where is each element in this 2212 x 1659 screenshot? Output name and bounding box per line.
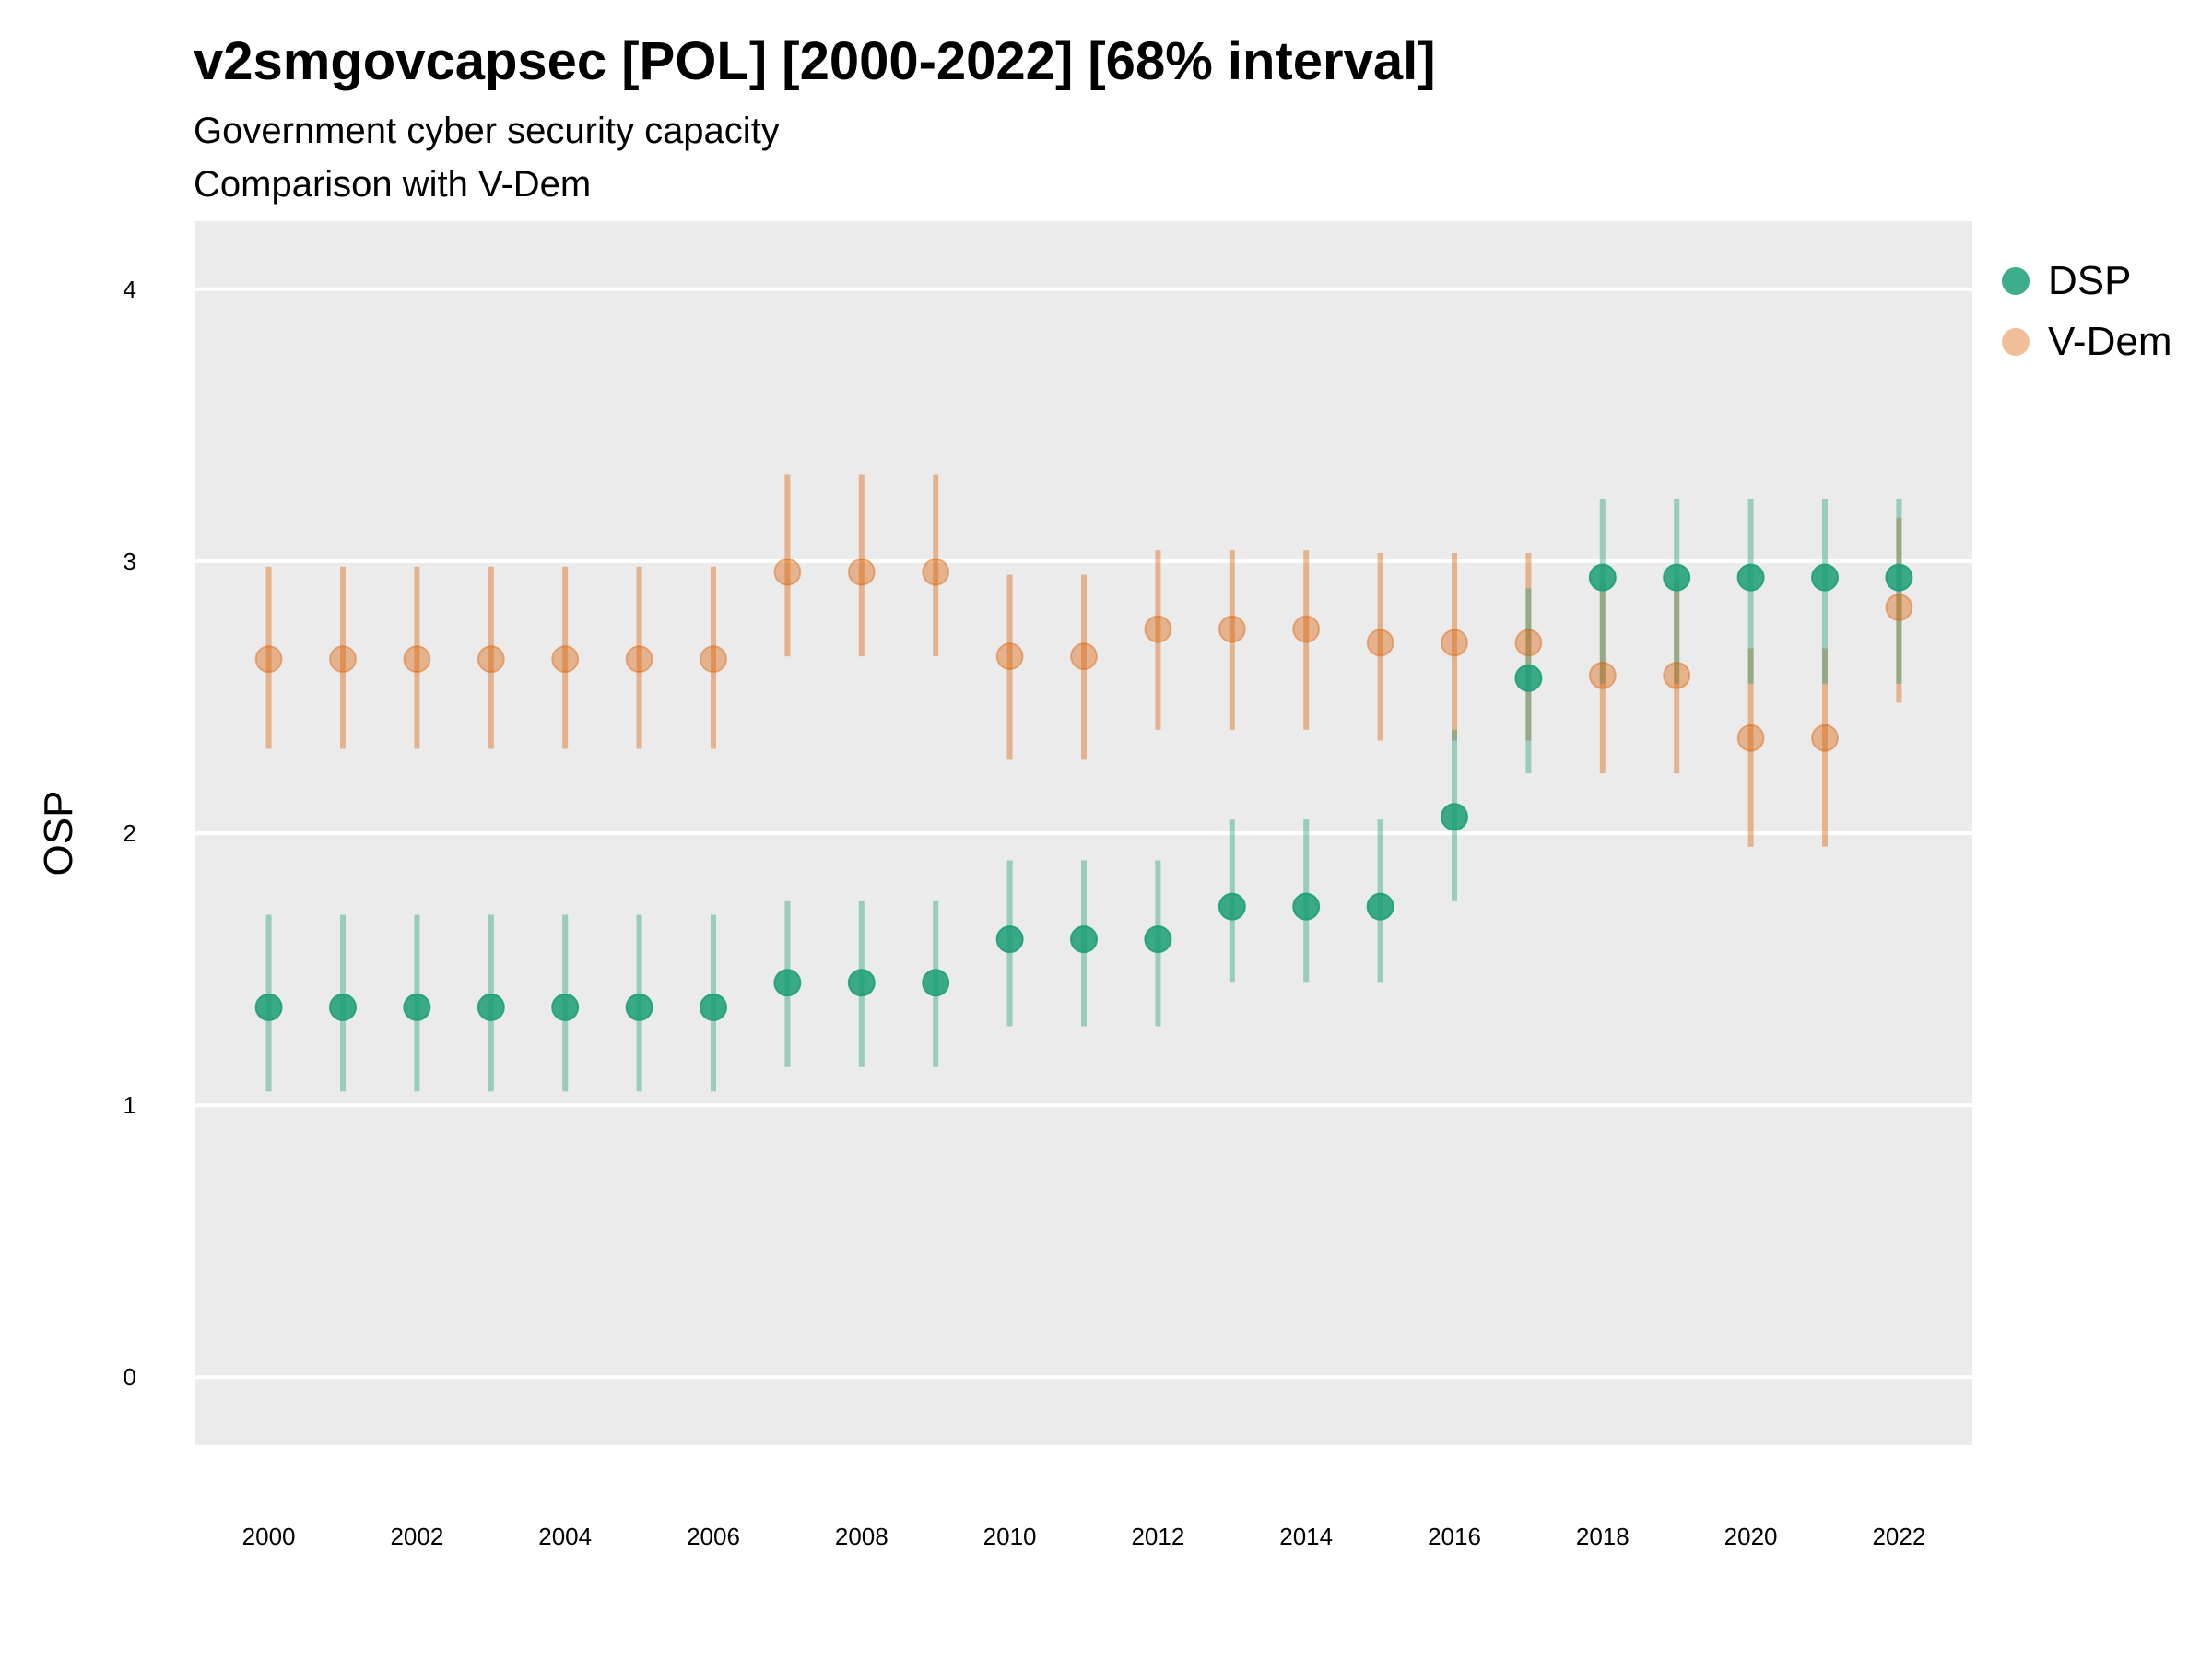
- legend-item-dsp: DSP: [2002, 251, 2171, 312]
- point-vdem: [773, 558, 802, 586]
- point-vdem: [328, 645, 357, 674]
- legend-item-vdem: V-Dem: [2002, 312, 2171, 372]
- point-vdem: [254, 645, 283, 674]
- point-dsp: [847, 969, 876, 997]
- x-tick-label: 2018: [1576, 1523, 1630, 1550]
- point-dsp: [773, 969, 802, 997]
- y-tick-label: 2: [124, 819, 136, 847]
- point-dsp: [403, 993, 431, 1021]
- point-vdem: [1218, 615, 1246, 643]
- point-dsp: [699, 993, 727, 1021]
- x-tick-label: 2002: [390, 1523, 443, 1550]
- point-dsp: [1663, 563, 1691, 592]
- point-dsp: [1811, 563, 1840, 592]
- legend-key-vdem: [2002, 328, 2030, 356]
- point-vdem: [1588, 661, 1617, 689]
- y-tick-label: 4: [124, 276, 136, 303]
- x-tick-label: 2004: [538, 1523, 592, 1550]
- point-vdem: [1292, 615, 1321, 643]
- point-vdem: [1514, 629, 1543, 657]
- y-axis-label: OSP: [36, 791, 81, 877]
- legend-key-dsp: [2002, 267, 2030, 295]
- point-vdem: [699, 645, 727, 674]
- chart-caption: Comparison with V-Dem: [194, 164, 592, 205]
- point-dsp: [1218, 892, 1246, 921]
- chart-title: v2smgovcapsec [POL] [2000-2022] [68% int…: [194, 31, 1436, 91]
- x-tick-label: 2012: [1131, 1523, 1184, 1550]
- point-vdem: [1885, 594, 1913, 622]
- y-tick-label: 1: [124, 1091, 136, 1119]
- grid-lines: [195, 287, 1972, 1380]
- x-axis-ticks: 2000 2002 2004 2006 2008 2010 2012 2014 2016 2018…: [242, 1523, 1926, 1550]
- point-dsp: [1885, 563, 1913, 592]
- point-vdem: [1663, 661, 1691, 689]
- point-dsp: [1736, 563, 1765, 592]
- point-dsp: [254, 993, 283, 1021]
- point-dsp: [1144, 925, 1172, 954]
- x-tick-label: 2022: [1872, 1523, 1925, 1550]
- x-tick-label: 2008: [835, 1523, 888, 1550]
- point-dsp: [551, 993, 580, 1021]
- legend-label-vdem: V-Dem: [2048, 319, 2172, 364]
- data-marks: [254, 474, 1913, 1092]
- legend: DSP V-Dem: [2002, 251, 2171, 372]
- x-tick-label: 2000: [242, 1523, 296, 1550]
- point-dsp: [328, 993, 357, 1021]
- point-vdem: [477, 645, 505, 674]
- point-dsp: [1441, 803, 1469, 831]
- point-vdem: [922, 558, 950, 586]
- y-tick-label: 0: [124, 1363, 136, 1391]
- point-vdem: [625, 645, 653, 674]
- legend-label-dsp: DSP: [2048, 258, 2132, 303]
- point-vdem: [995, 642, 1024, 671]
- x-tick-label: 2006: [687, 1523, 740, 1550]
- point-dsp: [1070, 925, 1098, 954]
- point-vdem: [551, 645, 580, 674]
- point-dsp: [1366, 892, 1394, 921]
- x-tick-label: 2020: [1724, 1523, 1778, 1550]
- point-vdem: [1736, 724, 1765, 752]
- x-tick-label: 2016: [1428, 1523, 1481, 1550]
- point-dsp: [1292, 892, 1321, 921]
- point-dsp: [1588, 563, 1617, 592]
- point-vdem: [1144, 615, 1172, 643]
- point-dsp: [477, 993, 505, 1021]
- point-dsp: [625, 993, 653, 1021]
- point-vdem: [847, 558, 876, 586]
- point-dsp: [922, 969, 950, 997]
- chart-subtitle: Government cyber security capacity: [194, 111, 780, 151]
- point-vdem: [1811, 724, 1840, 752]
- point-vdem: [1070, 642, 1098, 671]
- x-tick-label: 2014: [1279, 1523, 1333, 1550]
- point-dsp: [1514, 664, 1543, 692]
- point-vdem: [1366, 629, 1394, 657]
- y-axis-ticks: 0 1 2 3 4: [124, 276, 136, 1391]
- point-dsp: [995, 925, 1024, 954]
- point-vdem: [1441, 629, 1469, 657]
- x-tick-label: 2010: [983, 1523, 1037, 1550]
- y-tick-label: 3: [124, 547, 136, 575]
- point-vdem: [403, 645, 431, 674]
